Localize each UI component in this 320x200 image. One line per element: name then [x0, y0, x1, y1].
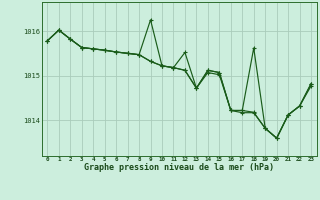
- X-axis label: Graphe pression niveau de la mer (hPa): Graphe pression niveau de la mer (hPa): [84, 164, 274, 172]
